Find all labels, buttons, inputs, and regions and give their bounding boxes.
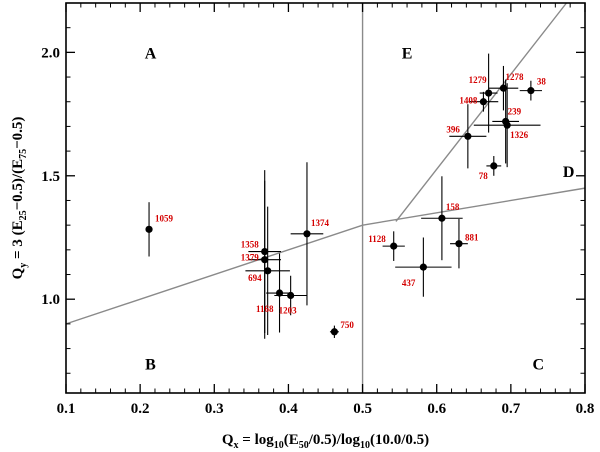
x-tick-label: 0.5 [353,401,372,417]
point-label: 1203 [279,306,298,316]
point-label: 1326 [510,130,529,140]
plot-frame [65,2,586,394]
point-label: 694 [248,273,262,283]
point-labels: 1059 1358 1379 694 1374 1168 1203 750 1128 437 158… [155,72,546,330]
x-label-tail: (10.0/0.5) [370,432,429,448]
point-label: 1059 [155,213,174,223]
data-point [275,289,284,297]
data-point [419,263,427,271]
y-label-sub2: 75 [18,149,29,159]
region-label-b: B [145,356,156,373]
y-label-main: Q [10,267,26,279]
point-label: 1279 [469,75,488,85]
point-label: 1379 [241,253,260,263]
point-label: 750 [340,320,354,330]
x-tick-label: 0.3 [205,401,224,417]
x-tick-label: 0.2 [131,401,150,417]
point-label: 437 [402,278,416,288]
point-label: 881 [465,233,479,243]
data-point [527,87,535,95]
point-label: 239 [508,106,522,116]
data-point [330,328,338,336]
x-tick-label: 0.7 [501,401,520,417]
y-label-p3: −0.5) [10,117,26,149]
point-label: 38 [537,77,547,87]
y-label-sub1: 25 [18,210,29,220]
region-label-c: C [533,356,545,373]
data-point [464,132,472,140]
x-tick-label: 0.6 [427,401,446,417]
point-label: 1278 [505,72,524,82]
y-label-p2: −0.5)/(E [10,159,26,210]
y-tick-label: 1.0 [41,292,60,308]
data-point [503,121,511,129]
x-axis-label: Qx = log10(E50/0.5)/log10(10.0/0.5) [222,432,429,451]
region-label-a: A [145,45,157,62]
data-point [490,162,498,170]
data-point [287,291,295,300]
x-tick-label: 0.4 [279,401,298,417]
y-label-p1: = 3 (E [10,220,26,262]
x-label-main-sub: x [234,440,239,451]
region-labels: A B C D E [145,45,575,373]
data-point [145,225,153,233]
point-label: 1128 [368,234,386,244]
data-point [390,242,398,250]
point-label: 78 [479,171,489,181]
data-point [479,98,488,106]
region-label-e: E [402,45,413,62]
axis-ticks: 0.1 0.2 0.3 0.4 0.5 0.6 0.7 0.8 1.0 1.5 2.0 [41,2,595,417]
x-label-eq: = log [239,432,275,448]
data-point [264,267,272,275]
error-bars [148,53,542,339]
data-point [438,214,446,222]
data-point [303,230,311,238]
x-label-open: (E [284,432,299,448]
data-point [261,256,269,264]
point-label: 1358 [241,240,260,250]
x-label-e-sub: 50 [299,440,309,451]
lower-boundary-line [65,187,586,325]
point-label: 1408 [459,96,478,106]
data-point [455,240,463,248]
data-points [145,84,535,336]
region-label-d: D [563,164,575,181]
y-label-main-sub: y [18,263,29,268]
boundary-lines [65,2,586,393]
point-label: 158 [446,202,460,212]
point-label: 396 [446,124,460,134]
point-label: 1374 [311,218,330,228]
point-label: 1168 [256,304,274,314]
y-tick-label: 2.0 [41,45,60,61]
x-tick-label: 0.8 [576,401,595,417]
data-point [485,89,493,97]
y-axis-label: Qy = 3 (E25−0.5)/(E75−0.5) [10,117,29,280]
y-tick-label: 1.5 [41,169,60,185]
data-point [499,84,508,92]
x-label-main: Q [222,432,234,448]
data-point [261,247,269,256]
upper-boundary-line [395,2,568,222]
x-label-log-sub2: 10 [360,440,370,451]
x-tick-label: 0.1 [57,401,76,417]
x-label-log-sub: 10 [274,440,284,451]
x-label-mid: /0.5)/log [308,432,361,448]
